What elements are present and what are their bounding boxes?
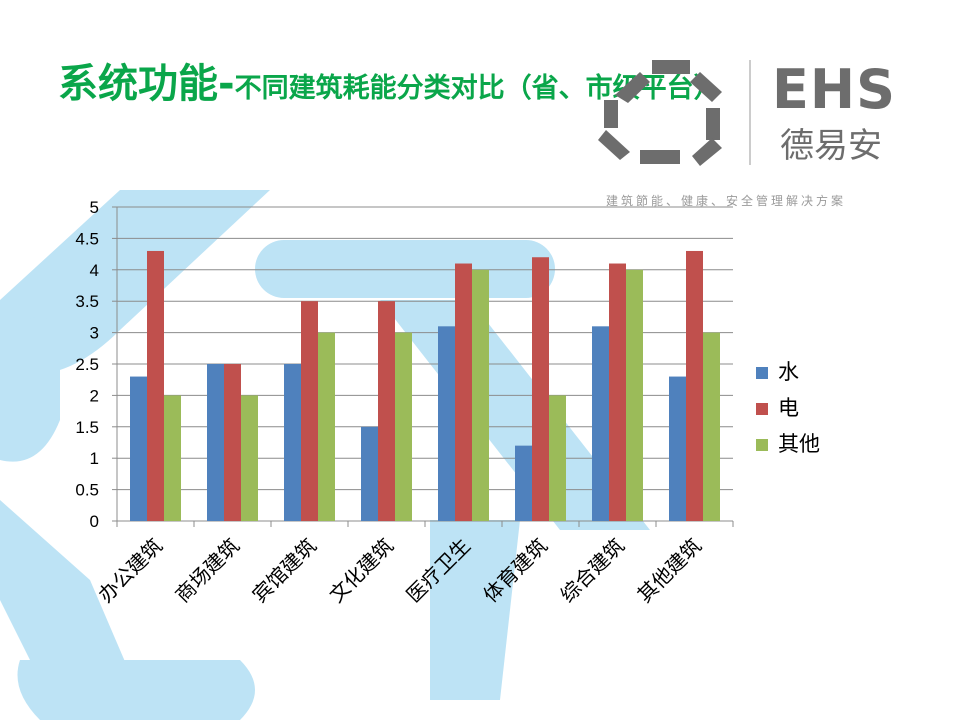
bar bbox=[361, 426, 378, 521]
x-tick-label: 医疗卫生 bbox=[401, 534, 475, 608]
y-tick-label: 2.5 bbox=[75, 355, 99, 374]
x-tick-label: 其他建筑 bbox=[632, 534, 706, 608]
y-tick-label: 5 bbox=[90, 198, 99, 217]
x-tick-labels: 办公建筑 商场建筑 宾馆建筑 文化建筑 医疗卫生 体育建筑 综合建筑 其他建筑 bbox=[93, 534, 706, 608]
bar bbox=[532, 257, 549, 521]
bar bbox=[686, 250, 703, 521]
bar bbox=[472, 269, 489, 521]
y-tick-label: 2 bbox=[90, 386, 99, 405]
bar bbox=[609, 263, 626, 521]
x-tick-label: 体育建筑 bbox=[478, 534, 552, 608]
bar bbox=[224, 364, 241, 521]
bar bbox=[669, 376, 686, 521]
legend-swatch bbox=[756, 439, 768, 451]
bar bbox=[515, 445, 532, 521]
legend-label: 其他 bbox=[778, 432, 820, 456]
legend-label: 电 bbox=[778, 396, 799, 420]
bar bbox=[549, 395, 566, 521]
ehs-logo-icon bbox=[598, 60, 751, 166]
bars bbox=[130, 250, 720, 521]
x-tick-label: 宾馆建筑 bbox=[247, 534, 321, 608]
bar bbox=[438, 326, 455, 521]
bar bbox=[241, 395, 258, 521]
bar bbox=[130, 376, 147, 521]
x-tick-label: 综合建筑 bbox=[555, 534, 629, 608]
brand-tagline: 建筑節能、健康、安全管理解决方案 bbox=[606, 194, 847, 208]
x-tick-label: 商场建筑 bbox=[170, 534, 244, 608]
bar bbox=[318, 332, 335, 521]
legend-swatch bbox=[756, 367, 768, 379]
y-tick-label: 4 bbox=[90, 261, 99, 280]
y-tick-label: 3.5 bbox=[75, 292, 99, 311]
bar bbox=[147, 250, 164, 521]
bar bbox=[378, 301, 395, 521]
logo-text-cn: 德易安 bbox=[780, 126, 882, 166]
legend-label: 水 bbox=[778, 360, 799, 384]
y-tick-label: 0.5 bbox=[75, 481, 99, 500]
logo-text-en: EHS bbox=[772, 58, 896, 121]
bar bbox=[207, 364, 224, 521]
title-main: 系统功能- bbox=[58, 61, 235, 107]
bar bbox=[455, 263, 472, 521]
bar bbox=[703, 332, 720, 521]
y-tick-label: 3 bbox=[90, 324, 99, 343]
y-tick-label: 0 bbox=[90, 512, 99, 531]
y-tick-label: 1.5 bbox=[75, 418, 99, 437]
bar bbox=[395, 332, 412, 521]
y-tick-label: 1 bbox=[90, 449, 99, 468]
bar bbox=[284, 364, 301, 521]
bar bbox=[626, 269, 643, 521]
bar bbox=[301, 301, 318, 521]
y-tick-labels: 0 0.5 1 1.5 2 2.5 3 3.5 4 4.5 5 bbox=[75, 198, 99, 531]
bar bbox=[164, 395, 181, 521]
x-tick-label: 文化建筑 bbox=[324, 534, 398, 608]
y-tick-label: 4.5 bbox=[75, 229, 99, 248]
x-tick-label: 办公建筑 bbox=[93, 534, 167, 608]
legend-swatch bbox=[756, 403, 768, 415]
bar bbox=[592, 326, 609, 521]
